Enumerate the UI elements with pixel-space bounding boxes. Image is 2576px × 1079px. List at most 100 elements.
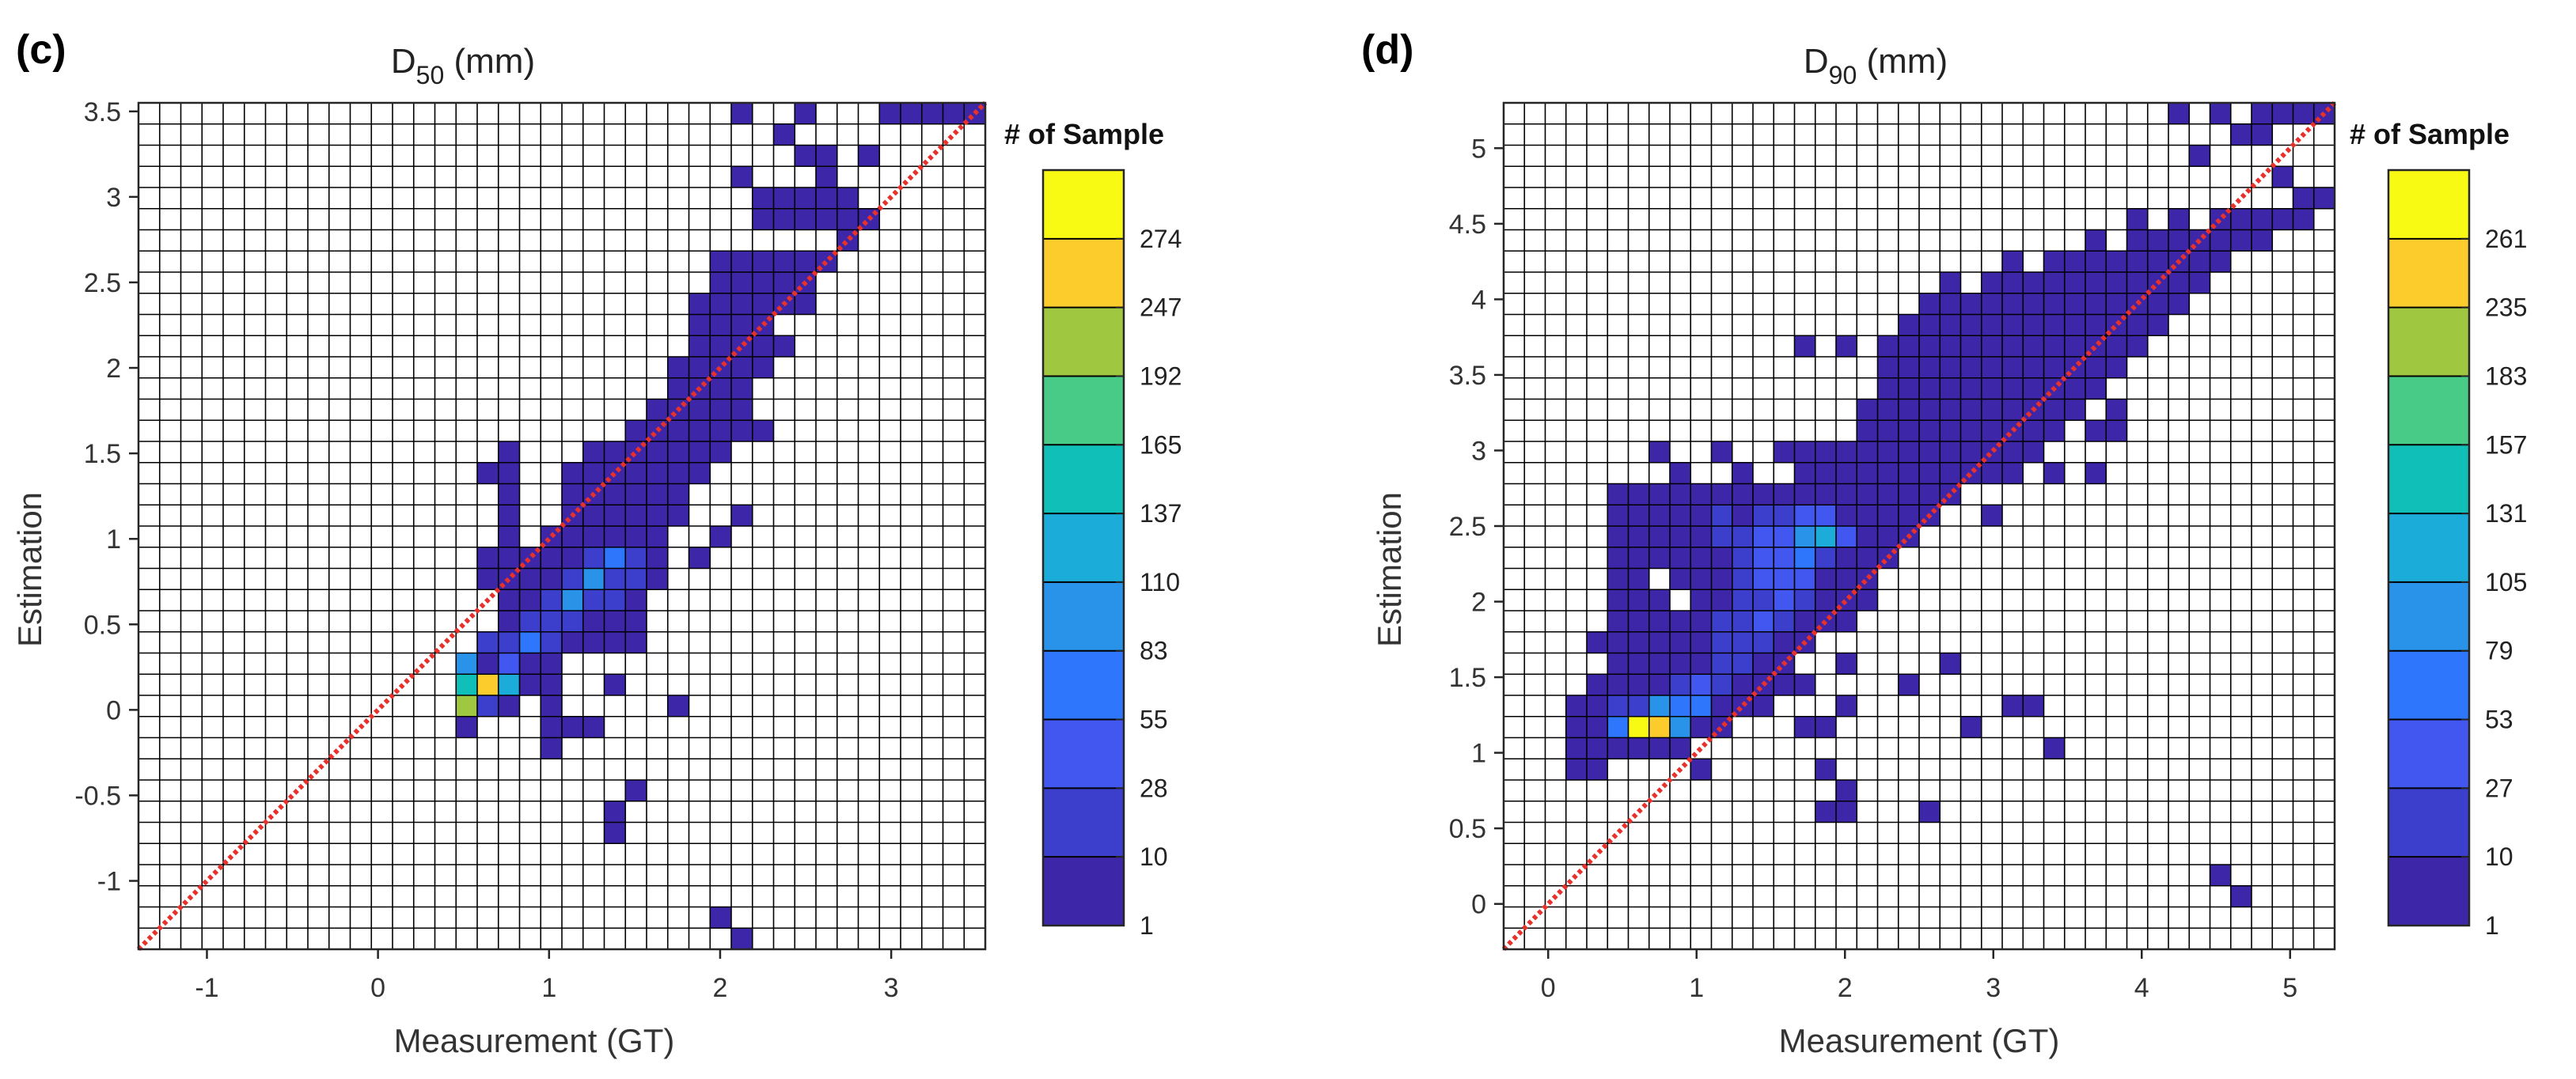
heatmap-cell [1898, 462, 1919, 484]
heatmap-cell [1794, 441, 1815, 463]
heatmap-cell [1857, 399, 1878, 421]
heatmap-cell [1981, 377, 2002, 399]
heatmap-cell [1711, 568, 1732, 590]
heatmap-cell [2168, 229, 2190, 252]
heatmap-cell [1836, 335, 1857, 357]
heatmap-cell [773, 335, 795, 357]
heatmap-cell [2210, 229, 2231, 252]
heatmap-cell [1794, 335, 1815, 357]
heatmap-cell [1960, 441, 1982, 463]
heatmap-cell [1815, 759, 1836, 780]
heatmap-cell [731, 314, 753, 336]
heatmap-cell [1628, 695, 1649, 717]
x-tick-label: 1 [541, 973, 556, 1003]
colorbar-segment [1043, 788, 1124, 858]
x-tick-label: 1 [1689, 973, 1704, 1003]
y-tick-label: 0 [1471, 890, 1486, 920]
heatmap-cell [519, 631, 541, 653]
heatmap-cell [2002, 335, 2024, 357]
diagonal-reference-line [136, 100, 988, 952]
heatmap-cell [1898, 441, 1919, 463]
heatmap-cell [1628, 568, 1649, 590]
heatmap-cell [582, 505, 605, 526]
heatmap-cell [1628, 589, 1649, 611]
heatmap-cell [519, 674, 541, 695]
heatmap-cell [1898, 483, 1919, 505]
heatmap-cell [1857, 420, 1878, 441]
heatmap-cell [2147, 229, 2168, 252]
heatmap-cell [498, 589, 520, 611]
heatmap-cell [1960, 377, 1982, 399]
heatmap-cell [837, 187, 859, 209]
heatmap-cell [1981, 357, 2002, 378]
heatmap-cell [1648, 631, 1670, 653]
colorbar-segment [1043, 857, 1124, 926]
colorbar-tick-label: 27 [2485, 774, 2513, 802]
heatmap-cell [1857, 505, 1878, 526]
heatmap-cell [2085, 420, 2107, 441]
heatmap-cell [2064, 377, 2085, 399]
colorbar-tick-label: 55 [1140, 706, 1168, 734]
heatmap-cell [1836, 695, 1857, 717]
heatmap-cell [1648, 526, 1670, 547]
heatmap-cell [2023, 335, 2044, 357]
colorbar-segment [2388, 857, 2469, 926]
x-axis-label-c: Measurement (GT) [394, 1022, 675, 1059]
heatmap-cell [1836, 568, 1857, 590]
heatmap-cell [1794, 674, 1815, 695]
heatmap-cell [1919, 293, 1941, 315]
heatmap-cell [2085, 314, 2107, 336]
heatmap-cell [647, 441, 668, 463]
heatmap-cell [1774, 526, 1795, 547]
heatmap-cell [1960, 357, 1982, 378]
heatmap-cell [1565, 695, 1587, 717]
heatmap-cell [731, 377, 753, 399]
heatmap-cell [816, 208, 837, 230]
heatmap-cell [541, 695, 562, 717]
heatmap-cell [1836, 780, 1857, 801]
heatmap-cell [1753, 653, 1774, 675]
heatmap-cell [689, 547, 711, 569]
heatmap-cell [1628, 611, 1649, 632]
heatmap-cell [731, 272, 753, 293]
heatmap-cell [1898, 377, 1919, 399]
heatmap-cell [795, 251, 816, 272]
colorbar-segment [2388, 719, 2469, 789]
heatmap-cell [2210, 251, 2231, 272]
heatmap-cell [2293, 103, 2314, 124]
heatmap-cell [1940, 314, 1961, 336]
heatmap-cell [1628, 547, 1649, 569]
colorbar-segment [1043, 650, 1124, 720]
heatmap-cell [752, 293, 774, 315]
heatmap-cell [1670, 674, 1691, 695]
heatmap-cell [1836, 483, 1857, 505]
heatmap-cell [731, 166, 753, 187]
heatmap-cell [1877, 505, 1899, 526]
x-tick-label: 5 [2282, 973, 2297, 1003]
heatmap-cell [1919, 462, 1941, 484]
heatmap-cell [2043, 251, 2065, 272]
heatmap-cell [477, 462, 499, 484]
heatmap-cell [1607, 505, 1629, 526]
colorbar-segment [2388, 788, 2469, 858]
heatmap-cell [2252, 229, 2273, 252]
heatmap-cell [1670, 653, 1691, 675]
heatmap-cell [2085, 293, 2107, 315]
heatmap-cell [1607, 526, 1629, 547]
heatmap-cell [1836, 547, 1857, 569]
heatmap-cell [604, 674, 626, 695]
colorbar-segment [2388, 307, 2469, 377]
heatmap-cell [1628, 716, 1649, 738]
heatmap-cell [2252, 103, 2273, 124]
heatmap-cell [456, 674, 477, 695]
heatmap-cell [1732, 526, 1753, 547]
heatmap-cell [2085, 251, 2107, 272]
colorbar-segment [1043, 513, 1124, 582]
diagonal-reference-line [1501, 100, 2337, 952]
colorbar-tick-label: 165 [1140, 430, 1182, 459]
colorbar-tick-label: 83 [1140, 637, 1168, 665]
heatmap-cell [1607, 547, 1629, 569]
heatmap-cell [731, 357, 753, 378]
heatmap-cell [1648, 653, 1670, 675]
heatmap-cell [1753, 631, 1774, 653]
